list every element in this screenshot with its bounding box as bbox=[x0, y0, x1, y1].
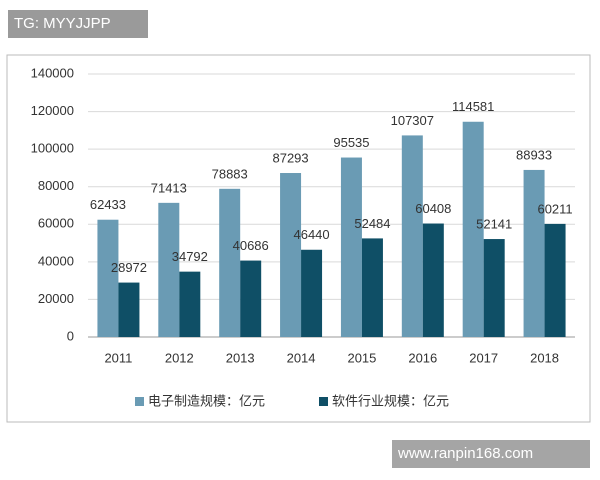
bar bbox=[219, 188, 241, 337]
data-label: 78883 bbox=[212, 166, 248, 181]
data-label: 40686 bbox=[233, 238, 269, 253]
y-tick-label: 80000 bbox=[38, 178, 74, 193]
data-label: 46440 bbox=[293, 227, 329, 242]
y-tick-label: 60000 bbox=[38, 216, 74, 231]
data-label: 60408 bbox=[415, 201, 451, 216]
y-tick-label: 140000 bbox=[31, 65, 74, 80]
y-tick-label: 100000 bbox=[31, 141, 74, 156]
legend-swatch bbox=[135, 397, 144, 406]
bar bbox=[301, 249, 323, 337]
data-label: 52484 bbox=[354, 216, 390, 231]
bar bbox=[523, 169, 545, 337]
data-label: 52141 bbox=[476, 216, 512, 231]
x-tick-label: 2013 bbox=[226, 350, 255, 365]
data-label: 60211 bbox=[537, 201, 572, 216]
bar bbox=[118, 282, 140, 337]
bar bbox=[280, 173, 302, 337]
data-label: 107307 bbox=[391, 113, 434, 128]
data-label: 34792 bbox=[172, 249, 208, 264]
y-tick-label: 20000 bbox=[38, 291, 74, 306]
bar bbox=[340, 157, 362, 337]
x-tick-label: 2016 bbox=[408, 350, 437, 365]
bar bbox=[401, 135, 423, 337]
watermark: www.ranpin168.com bbox=[397, 445, 533, 462]
data-label: 28972 bbox=[111, 260, 147, 275]
bar bbox=[462, 121, 484, 337]
x-tick-label: 2012 bbox=[165, 350, 194, 365]
bar bbox=[240, 260, 262, 337]
bar bbox=[544, 223, 566, 337]
bar bbox=[97, 219, 119, 337]
data-label: 62433 bbox=[90, 197, 126, 212]
watermark: TG: MYYJJPP bbox=[14, 15, 111, 32]
bar bbox=[179, 271, 201, 337]
legend-swatch bbox=[319, 397, 328, 406]
data-label: 88933 bbox=[516, 147, 552, 162]
bar bbox=[158, 202, 180, 337]
x-tick-label: 2017 bbox=[469, 350, 498, 365]
data-label: 114581 bbox=[452, 99, 494, 114]
x-tick-label: 2011 bbox=[104, 350, 132, 365]
data-label: 95535 bbox=[333, 135, 369, 150]
bar bbox=[361, 238, 383, 337]
x-tick-label: 2018 bbox=[530, 350, 559, 365]
watermark-box bbox=[392, 440, 590, 468]
x-tick-label: 2015 bbox=[347, 350, 376, 365]
data-label: 71413 bbox=[151, 180, 187, 195]
bar bbox=[422, 223, 444, 337]
y-tick-label: 0 bbox=[67, 328, 74, 343]
watermark-box bbox=[8, 10, 148, 38]
y-tick-label: 40000 bbox=[38, 253, 74, 268]
data-label: 87293 bbox=[272, 150, 308, 165]
bar bbox=[483, 239, 505, 337]
y-tick-label: 120000 bbox=[31, 103, 74, 118]
legend-label: 电子制造规模：亿元 bbox=[148, 393, 265, 408]
x-tick-label: 2014 bbox=[287, 350, 316, 365]
legend-label: 软件行业规模：亿元 bbox=[332, 393, 449, 408]
